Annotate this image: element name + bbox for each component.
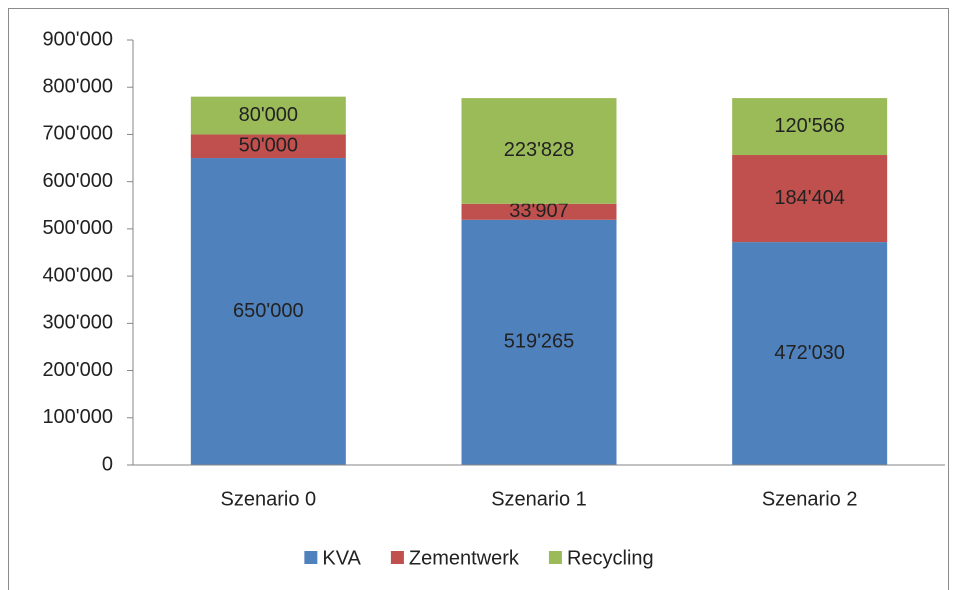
bar-segment (461, 203, 617, 220)
y-tick-label: 600'000 (42, 170, 113, 192)
bar-segment (732, 98, 888, 156)
data-label: 80'000 (239, 104, 298, 126)
y-tick-label: 100'000 (42, 406, 113, 428)
y-tick-label: 900'000 (42, 28, 113, 50)
y-tick-label: 700'000 (42, 123, 113, 145)
data-label: 223'828 (504, 139, 575, 161)
legend-label: Recycling (567, 547, 654, 569)
x-tick-label: Szenario 2 (762, 488, 858, 510)
bar-segment (190, 134, 346, 159)
bar-segment (732, 155, 888, 243)
y-tick-label: 800'000 (42, 76, 113, 98)
y-tick-label: 0 (102, 453, 113, 475)
legend-label: Zementwerk (409, 547, 520, 569)
data-label: 519'265 (504, 331, 575, 353)
y-tick-label: 500'000 (42, 217, 113, 239)
data-label: 120'566 (774, 115, 845, 137)
y-tick-label: 200'000 (42, 359, 113, 381)
data-label: 50'000 (239, 135, 298, 157)
bar-segment (190, 158, 346, 466)
legend-swatch (548, 551, 562, 564)
y-tick-label: 300'000 (42, 312, 113, 334)
data-label: 184'404 (774, 187, 845, 209)
data-label: 472'030 (774, 342, 845, 364)
chart-frame (8, 8, 949, 590)
data-label: 33'907 (509, 200, 568, 222)
bar-segment (461, 98, 617, 204)
bar-segment (732, 242, 888, 465)
legend-swatch (390, 551, 404, 564)
legend-swatch (304, 551, 318, 564)
data-label: 650'000 (233, 300, 304, 322)
legend-label: KVA (322, 547, 361, 569)
x-tick-label: Szenario 1 (491, 488, 587, 510)
bar-segment (461, 219, 617, 465)
bar-segment (190, 96, 346, 135)
x-tick-label: Szenario 0 (221, 488, 317, 510)
y-tick-label: 400'000 (42, 264, 113, 286)
